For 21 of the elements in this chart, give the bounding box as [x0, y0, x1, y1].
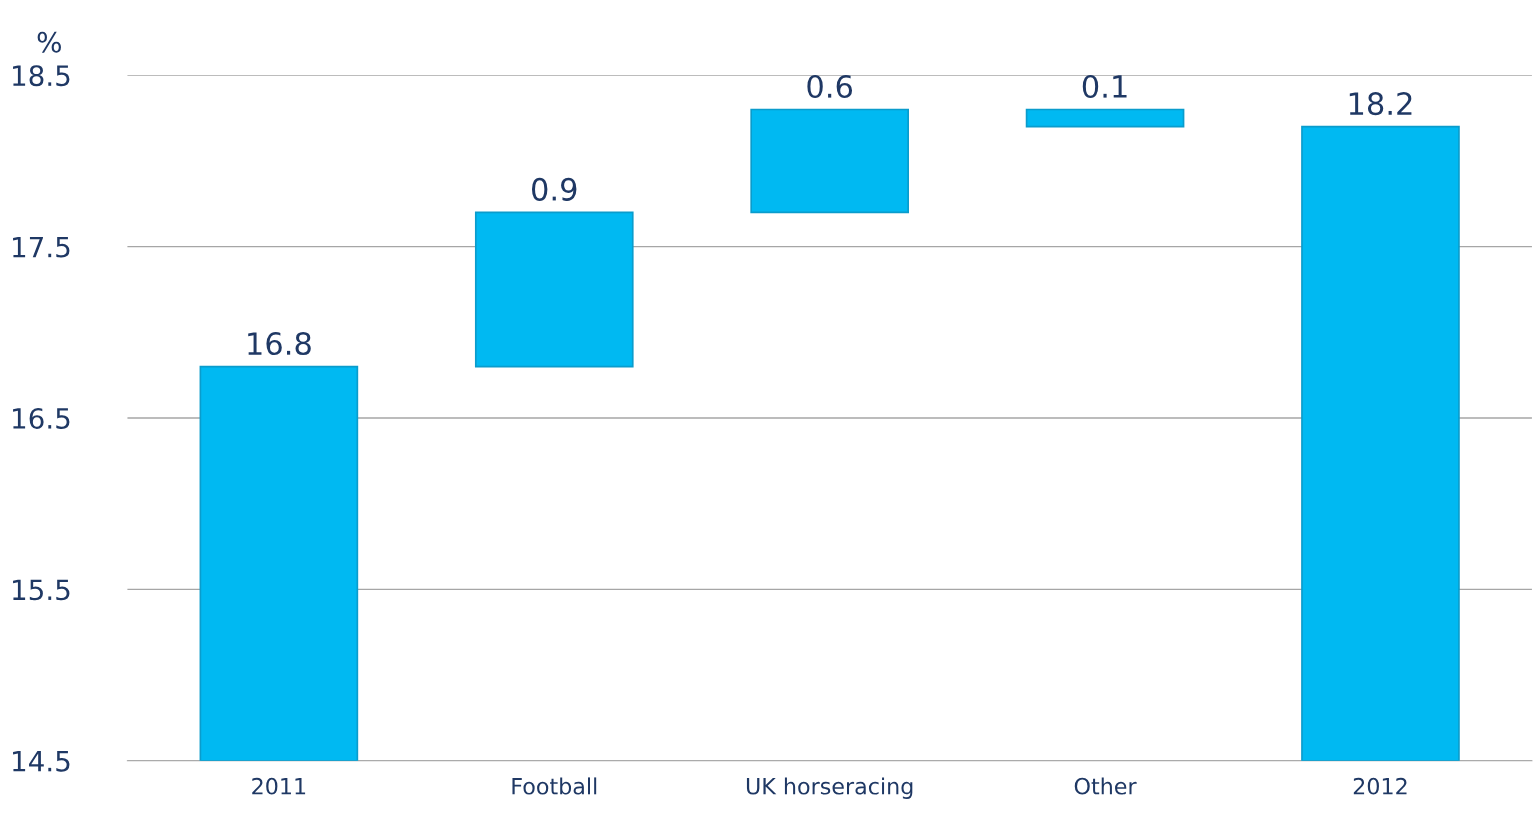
x-tick-label: Football — [512, 777, 597, 795]
data-label: 0.9 — [531, 177, 577, 201]
y-tick-label: 14.5 — [13, 751, 70, 772]
x-tick-label: 2011 — [252, 777, 306, 795]
bar — [1025, 108, 1185, 128]
x-tick-label: UK horseracing — [746, 777, 913, 799]
y-tick-label: 15.5 — [13, 579, 70, 601]
data-label: 18.2 — [1349, 92, 1412, 116]
data-label: 0.6 — [807, 74, 853, 99]
y-tick-label: 17.5 — [13, 236, 70, 258]
x-tick-label: Other — [1074, 777, 1137, 795]
data-label: 16.8 — [248, 332, 311, 356]
y-tick-label: 16.5 — [13, 407, 70, 429]
y-tick-label: 18.5 — [13, 65, 70, 87]
bar — [1301, 125, 1460, 761]
bar — [474, 211, 634, 368]
bar — [750, 108, 909, 214]
data-label: 0.1 — [1082, 74, 1127, 99]
bar — [199, 365, 359, 761]
y-axis-title: % — [37, 31, 61, 53]
x-tick-label: 2012 — [1353, 777, 1407, 795]
